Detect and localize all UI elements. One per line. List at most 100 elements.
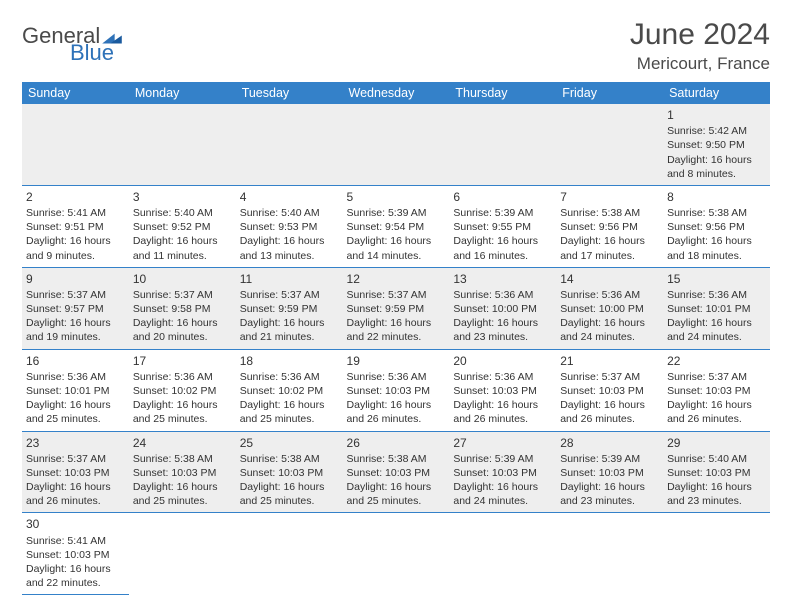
daylight-line: Daylight: 16 hours and 25 minutes. [240,398,339,426]
day-number: 1 [667,106,766,123]
daylight-line: Daylight: 16 hours and 8 minutes. [667,153,766,181]
sunrise-line: Sunrise: 5:40 AM [133,206,232,220]
day-number: 6 [453,188,552,205]
daylight-line: Daylight: 16 hours and 22 minutes. [347,316,446,344]
daylight-line: Daylight: 16 hours and 26 minutes. [560,398,659,426]
sunset-line: Sunset: 9:51 PM [26,220,125,234]
day-cell: 5Sunrise: 5:39 AMSunset: 9:54 PMDaylight… [343,185,450,267]
daylight-line: Daylight: 16 hours and 9 minutes. [26,234,125,262]
sunset-line: Sunset: 9:52 PM [133,220,232,234]
day-cell: 21Sunrise: 5:37 AMSunset: 10:03 PMDaylig… [556,349,663,431]
day-number: 24 [133,434,232,451]
sunrise-line: Sunrise: 5:42 AM [667,124,766,138]
sunrise-line: Sunrise: 5:37 AM [560,370,659,384]
day-number: 19 [347,352,446,369]
sunset-line: Sunset: 10:03 PM [453,384,552,398]
sunrise-line: Sunrise: 5:37 AM [347,288,446,302]
sunset-line: Sunset: 10:03 PM [667,466,766,480]
day-cell [343,513,450,595]
month-title: June 2024 [630,18,770,52]
sunrise-line: Sunrise: 5:41 AM [26,534,125,548]
week-row: 2Sunrise: 5:41 AMSunset: 9:51 PMDaylight… [22,185,770,267]
sunrise-line: Sunrise: 5:36 AM [453,288,552,302]
day-cell: 8Sunrise: 5:38 AMSunset: 9:56 PMDaylight… [663,185,770,267]
daylight-line: Daylight: 16 hours and 17 minutes. [560,234,659,262]
sunrise-line: Sunrise: 5:36 AM [667,288,766,302]
sunset-line: Sunset: 10:02 PM [240,384,339,398]
day-cell [236,104,343,185]
day-number: 2 [26,188,125,205]
daylight-line: Daylight: 16 hours and 24 minutes. [667,316,766,344]
day-cell: 26Sunrise: 5:38 AMSunset: 10:03 PMDaylig… [343,431,450,513]
sunrise-line: Sunrise: 5:38 AM [560,206,659,220]
sunrise-line: Sunrise: 5:37 AM [667,370,766,384]
week-row: 23Sunrise: 5:37 AMSunset: 10:03 PMDaylig… [22,431,770,513]
sunset-line: Sunset: 10:03 PM [453,466,552,480]
sunset-line: Sunset: 10:03 PM [26,466,125,480]
day-cell: 1Sunrise: 5:42 AMSunset: 9:50 PMDaylight… [663,104,770,185]
daylight-line: Daylight: 16 hours and 23 minutes. [453,316,552,344]
sunset-line: Sunset: 10:03 PM [26,548,125,562]
day-number: 22 [667,352,766,369]
day-number: 11 [240,270,339,287]
sunrise-line: Sunrise: 5:37 AM [240,288,339,302]
day-cell: 24Sunrise: 5:38 AMSunset: 10:03 PMDaylig… [129,431,236,513]
day-header: Tuesday [236,82,343,104]
day-cell [556,513,663,595]
sunrise-line: Sunrise: 5:39 AM [347,206,446,220]
daylight-line: Daylight: 16 hours and 20 minutes. [133,316,232,344]
daylight-line: Daylight: 16 hours and 11 minutes. [133,234,232,262]
day-number: 12 [347,270,446,287]
sunset-line: Sunset: 10:03 PM [240,466,339,480]
daylight-line: Daylight: 16 hours and 14 minutes. [347,234,446,262]
daylight-line: Daylight: 16 hours and 21 minutes. [240,316,339,344]
day-number: 26 [347,434,446,451]
day-cell: 16Sunrise: 5:36 AMSunset: 10:01 PMDaylig… [22,349,129,431]
sunset-line: Sunset: 9:59 PM [347,302,446,316]
day-cell: 19Sunrise: 5:36 AMSunset: 10:03 PMDaylig… [343,349,450,431]
daylight-line: Daylight: 16 hours and 25 minutes. [347,480,446,508]
day-cell: 25Sunrise: 5:38 AMSunset: 10:03 PMDaylig… [236,431,343,513]
daylight-line: Daylight: 16 hours and 24 minutes. [560,316,659,344]
sunset-line: Sunset: 10:03 PM [560,466,659,480]
daylight-line: Daylight: 16 hours and 18 minutes. [667,234,766,262]
location: Mericourt, France [630,54,770,74]
day-cell: 9Sunrise: 5:37 AMSunset: 9:57 PMDaylight… [22,267,129,349]
day-cell [129,104,236,185]
day-number: 10 [133,270,232,287]
day-cell [449,513,556,595]
sunset-line: Sunset: 10:01 PM [26,384,125,398]
daylight-line: Daylight: 16 hours and 25 minutes. [133,480,232,508]
daylight-line: Daylight: 16 hours and 25 minutes. [26,398,125,426]
sunset-line: Sunset: 10:03 PM [133,466,232,480]
sunset-line: Sunset: 9:59 PM [240,302,339,316]
sunset-line: Sunset: 10:03 PM [560,384,659,398]
day-number: 14 [560,270,659,287]
title-block: June 2024 Mericourt, France [630,18,770,74]
day-cell: 6Sunrise: 5:39 AMSunset: 9:55 PMDaylight… [449,185,556,267]
day-number: 30 [26,515,125,532]
day-number: 7 [560,188,659,205]
day-header: Sunday [22,82,129,104]
sunset-line: Sunset: 10:03 PM [667,384,766,398]
sunset-line: Sunset: 9:56 PM [667,220,766,234]
sunrise-line: Sunrise: 5:36 AM [453,370,552,384]
day-cell [556,104,663,185]
day-cell: 3Sunrise: 5:40 AMSunset: 9:52 PMDaylight… [129,185,236,267]
day-number: 25 [240,434,339,451]
calendar-table: SundayMondayTuesdayWednesdayThursdayFrid… [22,82,770,595]
sunset-line: Sunset: 10:02 PM [133,384,232,398]
day-cell: 13Sunrise: 5:36 AMSunset: 10:00 PMDaylig… [449,267,556,349]
day-number: 16 [26,352,125,369]
daylight-line: Daylight: 16 hours and 26 minutes. [453,398,552,426]
sunrise-line: Sunrise: 5:37 AM [26,288,125,302]
day-number: 20 [453,352,552,369]
day-cell: 28Sunrise: 5:39 AMSunset: 10:03 PMDaylig… [556,431,663,513]
sunrise-line: Sunrise: 5:36 AM [240,370,339,384]
header: GeneralBlue June 2024 Mericourt, France [22,18,770,74]
day-number: 13 [453,270,552,287]
day-header: Friday [556,82,663,104]
sunset-line: Sunset: 10:00 PM [560,302,659,316]
sunset-line: Sunset: 10:03 PM [347,466,446,480]
week-row: 1Sunrise: 5:42 AMSunset: 9:50 PMDaylight… [22,104,770,185]
